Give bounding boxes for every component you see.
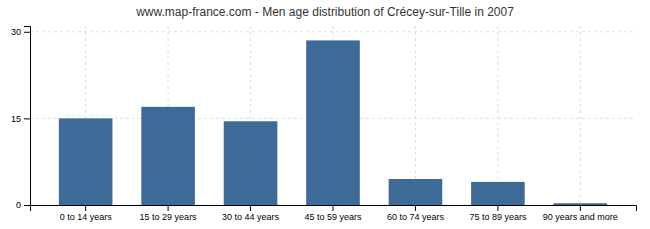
y-axis: 0 15 30 [11, 27, 31, 211]
chart: www.map-france.com - Men age distributio… [0, 0, 650, 229]
tick-mark [580, 205, 581, 211]
tick-mark [333, 205, 334, 211]
bar [59, 118, 113, 205]
bar [306, 40, 360, 205]
tick: 75 to 89 years [469, 205, 527, 222]
tick: 30 to 44 years [222, 205, 280, 222]
axis-line [31, 206, 637, 212]
tick-mark [85, 205, 86, 211]
plot: 0 to 14 years 15 to 29 years 30 to 44 year… [11, 26, 637, 222]
tick-mark [250, 205, 251, 211]
tick-mark [24, 32, 30, 33]
tick-mark [497, 205, 498, 211]
tick-label: 15 to 29 years [140, 212, 198, 222]
tick: 90 years and more [543, 205, 618, 222]
tick-label: 45 to 59 years [304, 212, 362, 222]
tick-label: 0 [16, 200, 21, 210]
grid [30, 26, 636, 205]
axis-line [24, 27, 31, 206]
tick-mark [168, 205, 169, 211]
tick-label: 90 years and more [543, 212, 618, 222]
tick-label: 60 to 74 years [387, 212, 445, 222]
tick-label: 75 to 89 years [469, 212, 527, 222]
grid-line [580, 26, 581, 205]
tick: 60 to 74 years [387, 205, 445, 222]
tick-mark [415, 205, 416, 211]
tick: 0 [16, 200, 30, 210]
bar [389, 179, 443, 205]
title: www.map-france.com - Men age distributio… [135, 5, 514, 19]
tick-label: 15 [11, 114, 21, 124]
tick-label: 30 to 44 years [222, 212, 280, 222]
tick: 45 to 59 years [304, 205, 362, 222]
tick: 15 to 29 years [140, 205, 198, 222]
bar [554, 203, 608, 205]
tick: 15 [11, 114, 30, 124]
grid-line [415, 26, 416, 205]
tick-mark [24, 205, 30, 206]
tick-mark [24, 118, 30, 119]
bar [224, 121, 278, 205]
tick: 0 to 14 years [60, 205, 113, 222]
tick-label: 30 [11, 27, 21, 37]
grid-line [497, 26, 498, 205]
tick-label: 0 to 14 years [60, 212, 113, 222]
x-axis: 0 to 14 years 15 to 29 years 30 to 44 year… [31, 205, 637, 222]
bars [59, 40, 607, 205]
bar [471, 182, 525, 205]
bar [141, 107, 195, 205]
tick: 30 [11, 27, 30, 37]
